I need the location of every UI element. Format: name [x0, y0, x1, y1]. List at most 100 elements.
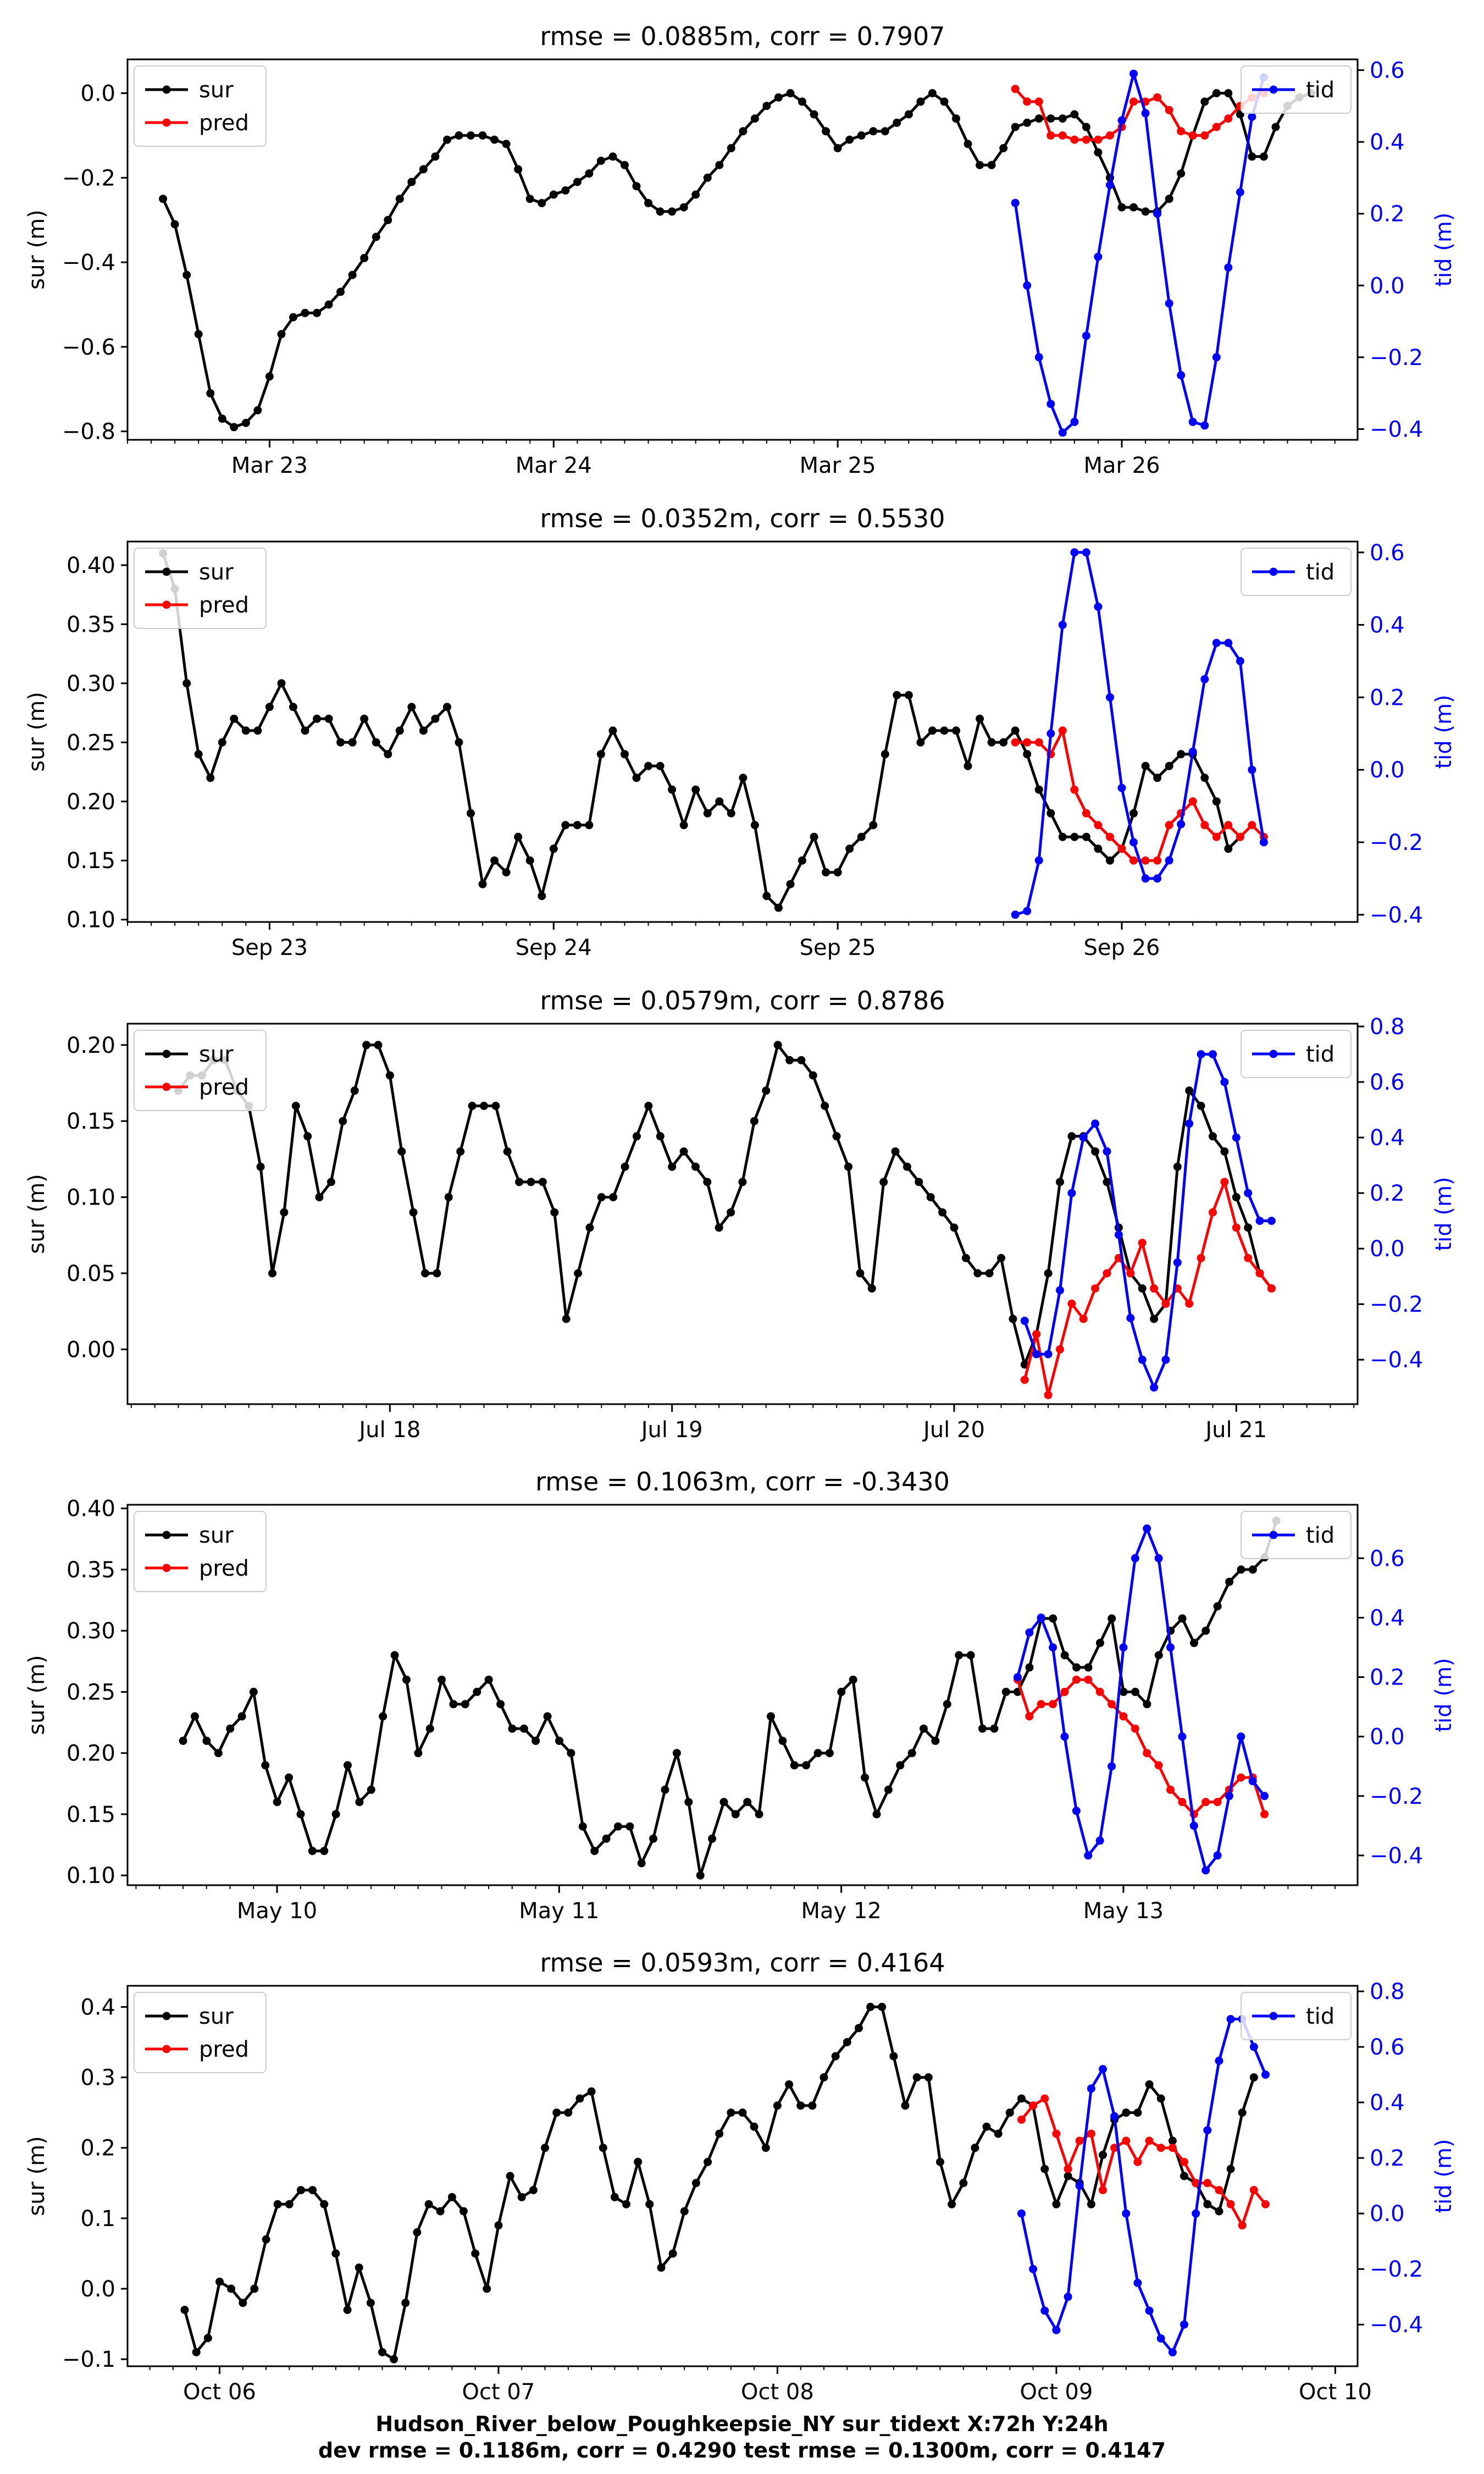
x-tick-label: May 11 [519, 1898, 599, 1924]
sur-point [1244, 1223, 1253, 1232]
y-tick-label-right: −0.2 [1370, 2257, 1423, 2282]
legend-label: pred [199, 1075, 249, 1100]
sur-point [1091, 1147, 1100, 1156]
sur-point [999, 144, 1008, 152]
sur-point [1058, 832, 1067, 841]
legend-label: sur [199, 78, 234, 103]
sur-point [226, 1724, 235, 1733]
sur-point [456, 1147, 465, 1156]
tid-series [1011, 548, 1268, 919]
tid-point [1165, 856, 1173, 865]
sur-point [289, 703, 297, 711]
pred-point [1161, 1299, 1170, 1308]
sur-point [585, 821, 594, 830]
tid-point [1168, 2348, 1177, 2357]
tid-point [1099, 2065, 1107, 2073]
legend-right: tid [1241, 1511, 1352, 1559]
sur-point [982, 2122, 991, 2131]
sur-point [668, 2249, 677, 2258]
pred-point [1236, 832, 1244, 841]
sur-point [1224, 89, 1233, 97]
x-tick-label: Jul 19 [640, 1417, 703, 1443]
sur-point [587, 2087, 596, 2096]
sur-point [449, 1700, 458, 1709]
sur-point [179, 1736, 187, 1745]
sur-point [696, 1871, 705, 1880]
y-tick-label-right: 0.6 [1370, 2035, 1405, 2060]
sur-point [1095, 1638, 1104, 1647]
x-tick-label: Mar 24 [516, 453, 592, 478]
sur-point [920, 1724, 928, 1733]
pred-point [1034, 97, 1043, 106]
sur-point [250, 2284, 259, 2293]
sur-point [1040, 2164, 1049, 2173]
sur-point [585, 1223, 594, 1232]
tid-point [1138, 1355, 1147, 1364]
sur-point [832, 1132, 841, 1141]
legend-left: sur pred [134, 1992, 267, 2073]
sur-point [691, 1162, 700, 1171]
tid-point [1079, 1133, 1088, 1142]
x-tick-label: Mar 23 [231, 453, 308, 478]
tid-point [1067, 1189, 1076, 1197]
pred-point [1091, 1284, 1100, 1293]
sur-point [889, 2052, 898, 2061]
sur-point [884, 1785, 893, 1794]
pred-point [1131, 1724, 1139, 1733]
sur-point [561, 186, 570, 195]
sur-point [348, 270, 357, 279]
sur-point [182, 270, 191, 279]
sur-point [637, 1859, 646, 1868]
y-tick-label-right: 0.4 [1370, 1125, 1405, 1151]
sur-point [459, 2207, 468, 2216]
pred-point [1212, 123, 1221, 131]
sur-point [1200, 774, 1209, 782]
x-tick-label: Sep 23 [231, 935, 308, 960]
sur-point [1017, 2094, 1026, 2103]
x-tick-label: Oct 10 [1299, 2379, 1372, 2405]
sur-point [926, 1193, 935, 1202]
legend-label: sur [199, 560, 234, 585]
sur-point [395, 726, 404, 735]
y-tick-label-right: 0.4 [1370, 613, 1405, 638]
sur-point [1056, 1178, 1064, 1186]
sur-point [833, 868, 842, 877]
tid-point [1215, 2056, 1223, 2065]
tid-point [1103, 1147, 1111, 1156]
sur-point [672, 1749, 681, 1758]
sur-point [1238, 2108, 1247, 2117]
tid-point [1133, 2279, 1142, 2287]
pred-point [1117, 844, 1126, 853]
y-tick-label-right: −0.4 [1370, 1348, 1423, 1373]
sur-point [180, 2306, 189, 2314]
y-tick-label: 0.40 [67, 1496, 115, 1522]
y-tick-label: 0.35 [67, 612, 115, 637]
y-axis-label-right: tid (m) [1431, 212, 1457, 286]
y-tick-label-right: −0.4 [1370, 1843, 1423, 1869]
sur-point [750, 2122, 758, 2131]
tid-point [1200, 675, 1209, 683]
sur-point [964, 761, 972, 770]
sur-point [1046, 114, 1055, 123]
sur-point [1108, 1614, 1116, 1623]
tid-point [1141, 109, 1150, 118]
x-tick-label: Mar 25 [800, 453, 876, 478]
sur-point [192, 2348, 201, 2356]
pred-point [1166, 1785, 1175, 1794]
sur-point [514, 165, 523, 174]
sur-point [902, 1162, 911, 1171]
sur-point [916, 738, 925, 747]
x-tick-label: Oct 09 [1020, 2379, 1093, 2405]
sur-point [227, 2284, 236, 2293]
subplot-4: rmse = 0.1063m, corr = -0.3430 0.10 0.15 0.… [24, 1467, 1457, 1924]
y-tick-label-right: 0.4 [1370, 2090, 1405, 2116]
sur-point [206, 774, 215, 782]
y-tick-label-right: 0.0 [1370, 2201, 1405, 2227]
sur-point [478, 131, 487, 140]
sur-point [517, 2193, 526, 2201]
sur-point [727, 144, 735, 152]
pred-point [1056, 1345, 1064, 1354]
pred-point [1178, 1798, 1187, 1807]
sur-point [538, 892, 546, 901]
y-tick-label: 0.3 [80, 2066, 115, 2091]
